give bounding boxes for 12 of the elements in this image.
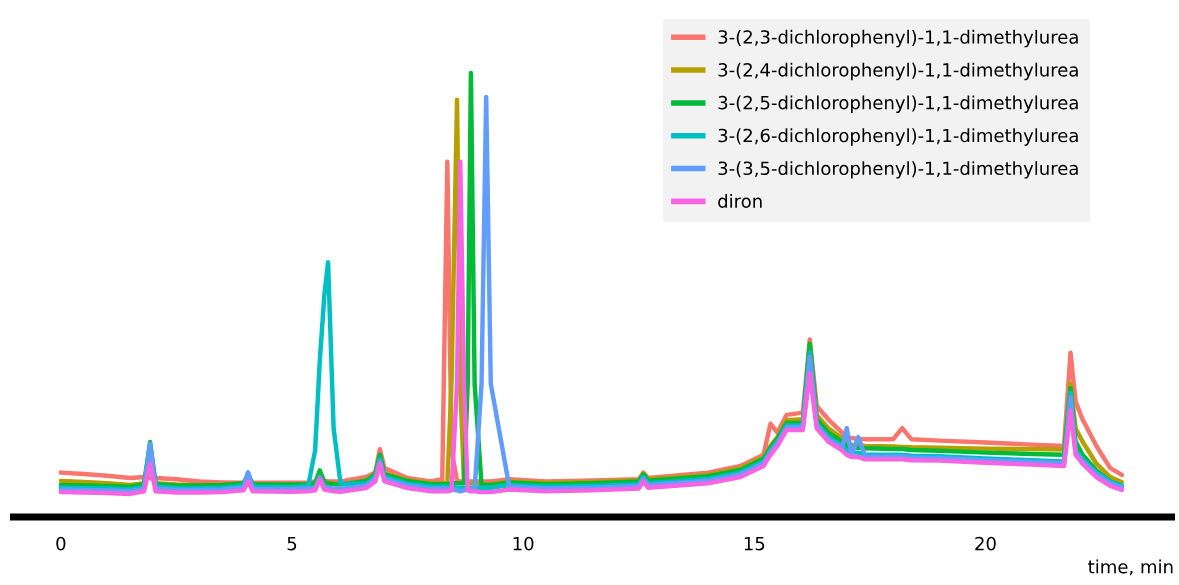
legend-label: diron	[718, 193, 762, 208]
x-axis-title: time, min	[1088, 559, 1173, 576]
x-tick-label: 0	[56, 536, 66, 551]
x-tick-label: 20	[975, 536, 996, 551]
x-tick-label: 15	[744, 537, 765, 551]
legend-label: 3-(2,6-dichlorophenyl)-1,1-dimethylurea	[718, 128, 1078, 146]
x-tick-label: 10	[513, 536, 534, 551]
x-tick-label: 5	[287, 537, 297, 551]
legend-label: 3-(2,3-dichlorophenyl)-1,1-dimethylurea	[718, 29, 1078, 48]
legend-label: 3-(3,5-dichlorophenyl)-1,1-dimethylurea	[718, 161, 1078, 179]
legend-label: 3-(2,5-dichlorophenyl)-1,1-dimethylurea	[718, 95, 1078, 113]
legend-label: 3-(2,4-dichlorophenyl)-1,1-dimethylurea	[718, 62, 1078, 81]
